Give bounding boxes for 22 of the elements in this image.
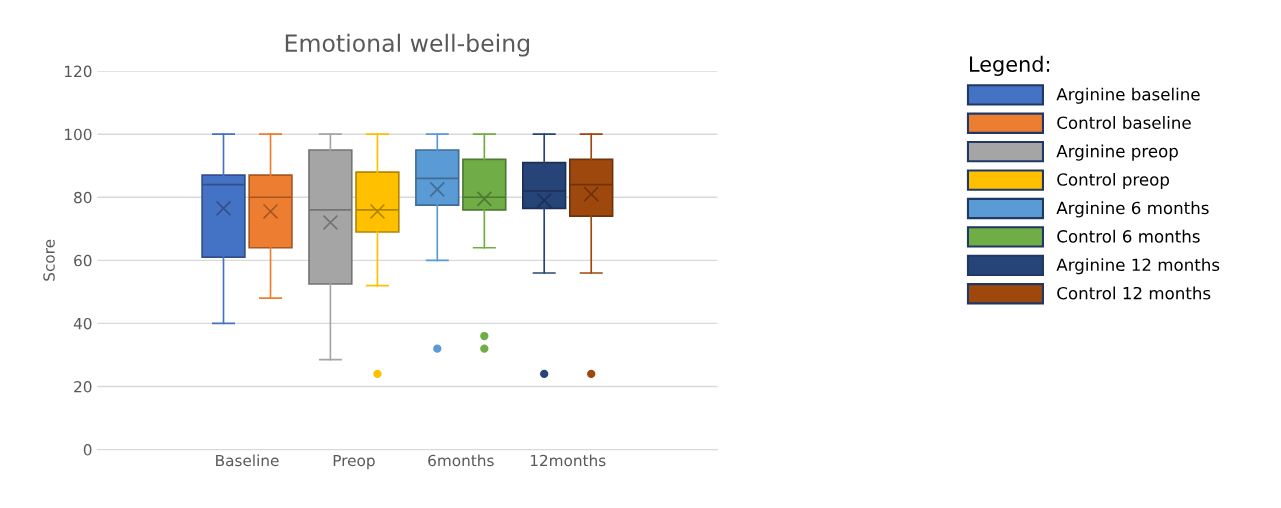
x-tick-label: 6months bbox=[428, 454, 494, 467]
legend-label: Control 6 months bbox=[1057, 229, 1200, 243]
legend-label: Control baseline bbox=[1057, 116, 1191, 129]
y-tick-label: 0 bbox=[83, 444, 92, 456]
legend-label: Arginine preop bbox=[1056, 144, 1178, 161]
y-axis-title: Score bbox=[43, 239, 55, 281]
legend-label: Control 12 months bbox=[1057, 286, 1211, 300]
y-tick-label: 120 bbox=[65, 65, 92, 78]
y-tick-label: 40 bbox=[73, 317, 92, 330]
legend-title: Legend: bbox=[970, 55, 1050, 77]
legend-label: Arginine baseline bbox=[1056, 87, 1200, 104]
legend-label: Arginine 12 months bbox=[1056, 258, 1220, 275]
x-tick-label: 12months bbox=[530, 454, 606, 467]
y-tick-label: 60 bbox=[74, 254, 92, 267]
legend-label: Control preop bbox=[1057, 172, 1170, 190]
y-tick-label: 80 bbox=[74, 191, 92, 204]
legend-label: Arginine 6 months bbox=[1056, 201, 1209, 218]
y-tick-label: 20 bbox=[74, 380, 92, 393]
x-tick-label: Preop bbox=[333, 454, 375, 470]
y-tick-label: 100 bbox=[65, 128, 92, 141]
chart-title: Emotional well-being bbox=[285, 33, 530, 57]
x-tick-label: Baseline bbox=[216, 454, 279, 467]
